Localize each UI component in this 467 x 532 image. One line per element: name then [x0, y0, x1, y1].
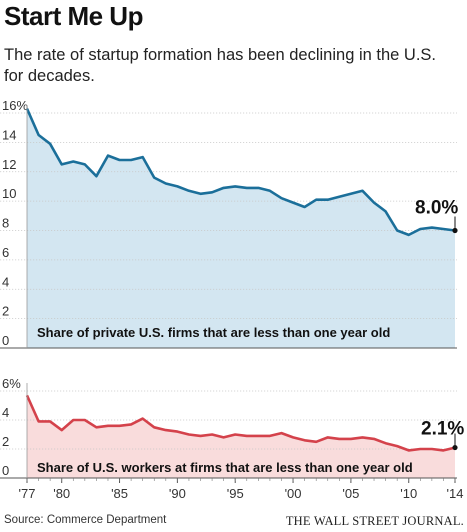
share-workers-y-tick-label: 6%: [2, 376, 21, 391]
share-firms-y-tick-label: 16%: [2, 98, 28, 113]
startup-charts: 16% 14 12 10 8 6 4 2 0 Share of private U.S. firm…: [0, 98, 464, 501]
share-firms-area: [27, 108, 455, 348]
x-tick-label: '90: [169, 486, 186, 501]
share-firms-y-tick-label: 0: [2, 333, 9, 348]
share-firms-y-tick-label: 14: [2, 127, 16, 142]
share-firms-y-tick-label: 12: [2, 157, 16, 172]
share-workers-y-tick-label: 4: [2, 405, 9, 420]
share-workers-y-tick-label: 2: [2, 434, 9, 449]
source-note: Source: Commerce Department: [4, 514, 167, 526]
x-tick-label: '14: [447, 486, 464, 501]
share-workers-end-value: 2.1%: [421, 419, 464, 440]
share-workers-y-tick-label: 0: [2, 463, 9, 478]
x-tick-label: '77: [19, 486, 36, 501]
share-firms-y-tick-label: 4: [2, 274, 9, 289]
x-tick-label: '85: [111, 486, 128, 501]
share-firms-line: [25, 108, 456, 237]
share-workers-area: [27, 395, 455, 478]
x-tick-label: '95: [227, 486, 244, 501]
share-firms-end-value: 8.0%: [415, 198, 458, 219]
share-workers-end-point: [452, 444, 458, 451]
share-firms-y-tick-label: 8: [2, 216, 9, 231]
x-tick-label: '05: [342, 486, 359, 501]
share-firms-end-point: [452, 227, 458, 234]
share-firms-y-tick-label: 10: [2, 186, 16, 201]
share-firms-y-tick-label: 2: [2, 304, 9, 319]
x-tick-label: '10: [400, 486, 417, 501]
x-tick-label: '00: [285, 486, 302, 501]
share-workers-line: [25, 394, 456, 452]
x-tick-label: '80: [53, 486, 70, 501]
chart-title: Start Me Up: [4, 1, 143, 31]
share-workers-label: Share of U.S. workers at firms that are …: [37, 460, 413, 475]
chart-subtitle: The rate of startup formation has been d…: [4, 46, 436, 85]
publisher-credit: THE WALL STREET JOURNAL.: [285, 514, 464, 528]
share-firms-y-tick-label: 6: [2, 245, 9, 260]
share-firms-label: Share of private U.S. firms that are les…: [37, 325, 390, 340]
